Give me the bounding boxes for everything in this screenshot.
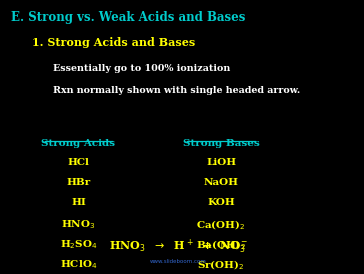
- Text: Sr(OH)$_2$: Sr(OH)$_2$: [197, 258, 245, 272]
- Text: Strong Bases: Strong Bases: [183, 139, 260, 148]
- Text: HI: HI: [71, 198, 86, 207]
- Text: HBr: HBr: [66, 178, 91, 187]
- Text: www.slideboom.com: www.slideboom.com: [150, 259, 207, 264]
- Text: HClO$_4$: HClO$_4$: [60, 258, 97, 271]
- Text: 1. Strong Acids and Bases: 1. Strong Acids and Bases: [32, 38, 195, 48]
- Text: Ba(OH)$_2$: Ba(OH)$_2$: [196, 238, 246, 252]
- Text: NaOH: NaOH: [203, 178, 238, 187]
- Text: H$_2$SO$_4$: H$_2$SO$_4$: [60, 238, 97, 251]
- Text: HNO$_3$: HNO$_3$: [61, 218, 96, 231]
- Text: HCl: HCl: [67, 158, 90, 167]
- Text: Strong Acids: Strong Acids: [41, 139, 115, 148]
- Text: LiOH: LiOH: [206, 158, 236, 167]
- Text: Ca(OH)$_2$: Ca(OH)$_2$: [196, 218, 246, 232]
- Text: Essentially go to 100% ionization: Essentially go to 100% ionization: [54, 64, 231, 73]
- Text: Rxn normally shown with single headed arrow.: Rxn normally shown with single headed ar…: [54, 86, 301, 95]
- Text: KOH: KOH: [207, 198, 235, 207]
- Text: E. Strong vs. Weak Acids and Bases: E. Strong vs. Weak Acids and Bases: [11, 11, 245, 24]
- Text: HNO$_3$  $\rightarrow$  H$^+$  +  NO$_3^-$: HNO$_3$ $\rightarrow$ H$^+$ + NO$_3^-$: [108, 237, 248, 256]
